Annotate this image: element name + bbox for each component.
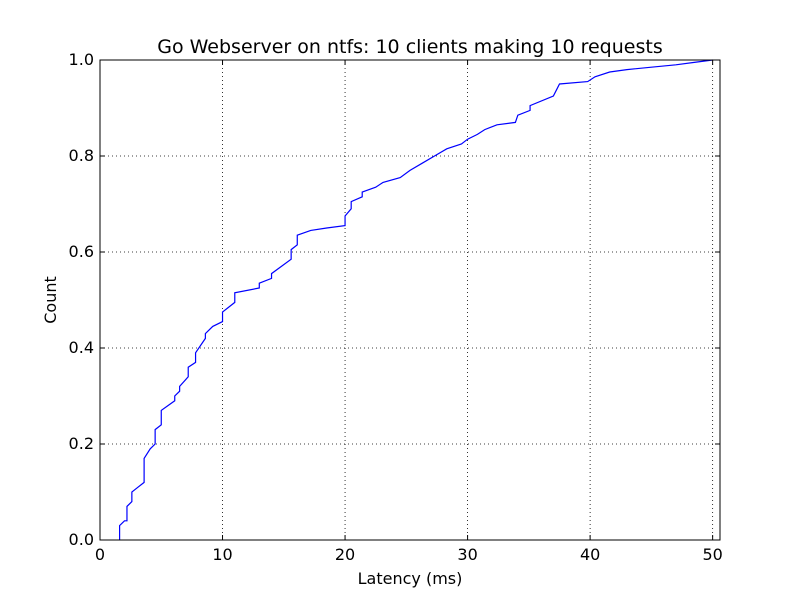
x-axis-label: Latency (ms) (358, 569, 463, 588)
y-tick-label: 0.4 (69, 338, 94, 357)
tick-layer (99, 59, 720, 541)
x-tick-label: 10 (212, 545, 232, 564)
y-tick-label: 0.2 (69, 434, 94, 453)
x-tick-label: 50 (702, 545, 722, 564)
series-line-0 (118, 59, 713, 540)
y-axis-label: Count (41, 276, 60, 324)
x-tick-label: 40 (580, 545, 600, 564)
y-tick-label: 0.6 (69, 242, 94, 261)
x-tick-label: 20 (335, 545, 355, 564)
plot-frame (99, 59, 721, 541)
series-layer (118, 59, 713, 540)
label-layer: 0 10 20 30 40 50 0.0 0.2 0.4 0.6 0.8 1.0 (69, 50, 723, 564)
y-tick-label: 1.0 (69, 50, 94, 69)
y-tick-label: 0.8 (69, 146, 94, 165)
x-tick-label: 0 (95, 545, 105, 564)
y-tick-label: 0.0 (69, 530, 94, 549)
x-tick-label: 30 (457, 545, 477, 564)
chart-title: Go Webserver on ntfs: 10 clients making … (157, 36, 662, 58)
